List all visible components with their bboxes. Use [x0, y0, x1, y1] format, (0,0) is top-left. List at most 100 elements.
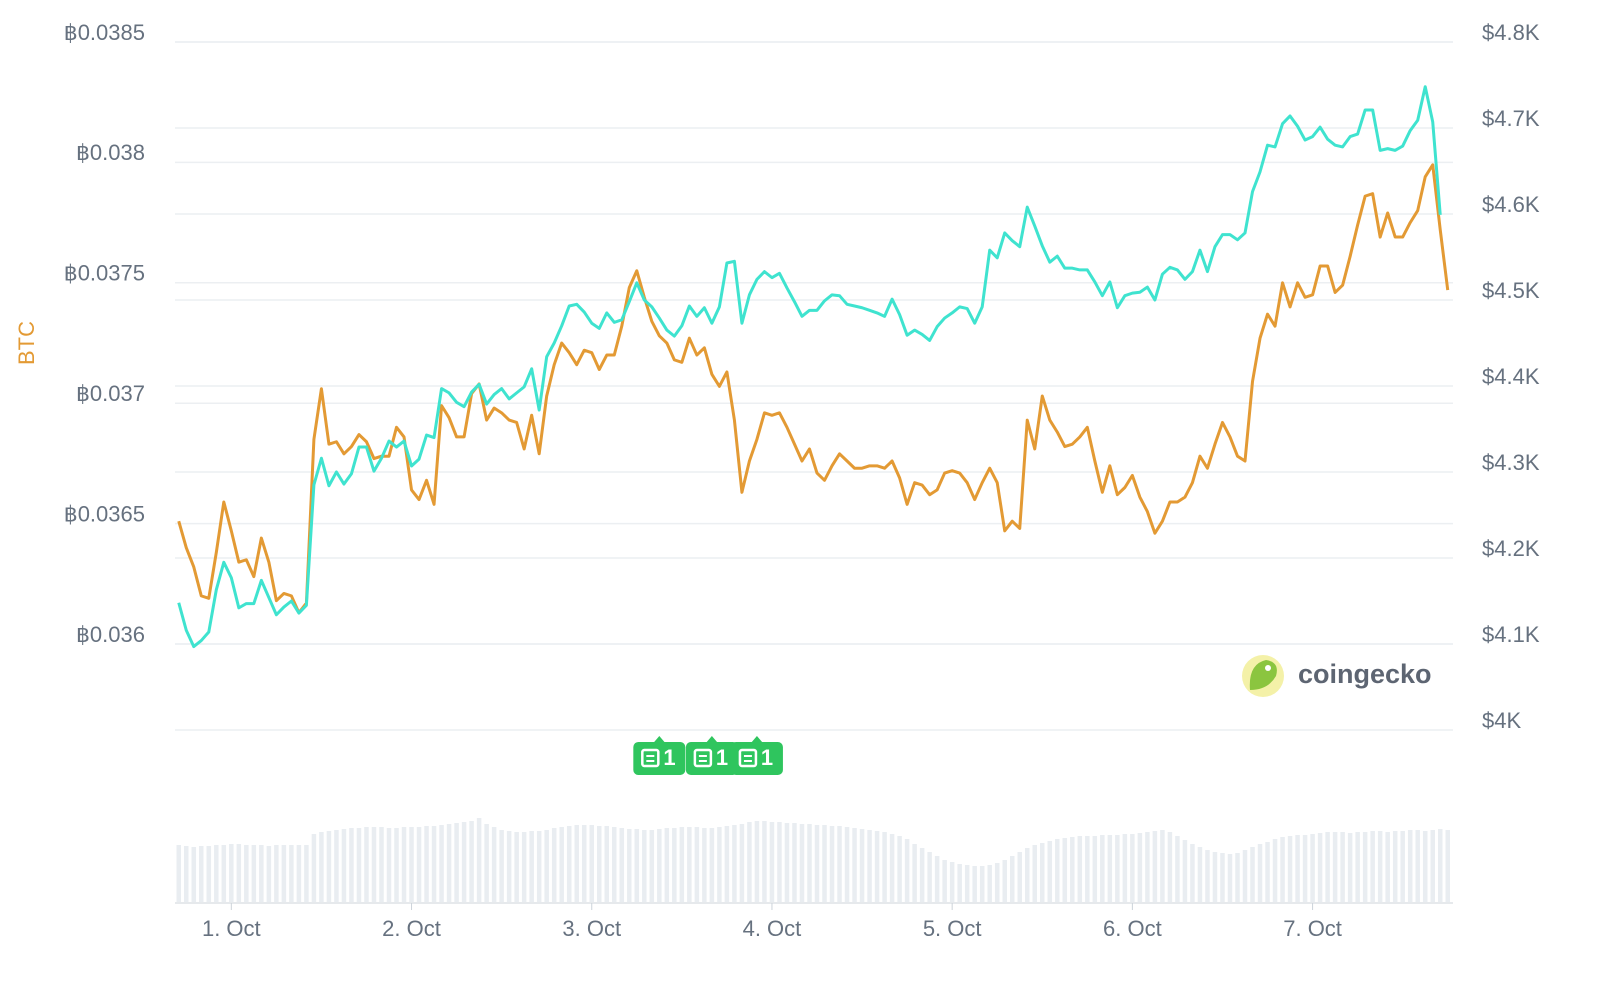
volume-bar [799, 824, 805, 902]
volume-bar [1009, 856, 1015, 902]
volume-bar [709, 828, 715, 902]
y2-tick-label: $4.2K [1482, 536, 1540, 561]
volume-bar [1205, 850, 1210, 902]
volume-bar [1250, 847, 1255, 902]
volume-bar [1422, 831, 1428, 902]
volume-bar [1272, 839, 1278, 902]
news-marker-pointer [705, 736, 718, 743]
volume-bar [1430, 830, 1435, 902]
volume-bar [664, 828, 670, 902]
news-marker[interactable]: 1 [685, 736, 738, 775]
volume-bar [304, 845, 309, 902]
news-count: 1 [663, 745, 675, 770]
news-count: 1 [761, 745, 773, 770]
volume-bar [1040, 843, 1045, 902]
volume-bar [1115, 835, 1120, 902]
volume-bar [371, 827, 377, 902]
volume-bar [1437, 829, 1443, 902]
logo-eye [1265, 665, 1271, 671]
x-tick-label: 3. Oct [562, 916, 621, 941]
volume-bar [1160, 830, 1165, 902]
volume-bar [506, 831, 512, 902]
y-tick-label: ฿0.0385 [64, 20, 145, 45]
volume-bar [341, 829, 347, 902]
volume-bar [349, 828, 354, 902]
volume-bar [491, 827, 497, 902]
volume-bar [559, 827, 564, 902]
volume-bar [934, 856, 940, 902]
volume-bar [1265, 842, 1270, 902]
volume-bar [612, 827, 617, 902]
volume-bar [912, 844, 917, 902]
volume-bar [642, 830, 647, 902]
volume-bar [401, 827, 407, 902]
volume-bar [266, 846, 272, 902]
volume-bar [1167, 832, 1173, 902]
y-tick-label: ฿0.0375 [64, 261, 145, 286]
volume-bar [409, 827, 414, 902]
volume-bar [206, 846, 212, 902]
volume-bar [551, 828, 557, 902]
volume-bar [1317, 833, 1323, 902]
volume-bar [214, 845, 219, 902]
volume-bar [251, 845, 257, 902]
volume-bar [972, 866, 977, 902]
volume-bar [529, 831, 534, 902]
volume-bar [1415, 830, 1420, 902]
volume-bar [1032, 845, 1038, 902]
volume-bar [672, 828, 677, 902]
volume-bar [1370, 831, 1375, 902]
volume-bar [1122, 834, 1128, 902]
volume-bar [1332, 832, 1338, 902]
volume-bar [822, 825, 827, 902]
volume-bar [1190, 844, 1195, 902]
y2-tick-label: $4K [1482, 708, 1521, 733]
volume-bar [1257, 844, 1263, 902]
volume-bar [619, 828, 625, 902]
volume-bar [919, 848, 925, 902]
news-marker[interactable]: 1 [730, 736, 783, 775]
volume-bar [754, 821, 760, 902]
volume-bar [604, 826, 610, 902]
volume-bar [1325, 832, 1330, 902]
volume-bar [1310, 834, 1315, 902]
volume-bar [431, 826, 437, 902]
volume-bar [221, 845, 227, 902]
volume-bar [1340, 832, 1345, 902]
volume-bar [521, 832, 527, 902]
volume-bar [514, 832, 519, 902]
volume-bar [927, 852, 932, 902]
volume-bar [979, 866, 985, 902]
volume-bar [1107, 835, 1113, 902]
volume-bar [649, 830, 655, 902]
volume-bar [199, 846, 204, 902]
volume-bar [566, 826, 572, 902]
volume-bar [1130, 834, 1135, 902]
volume-bar [747, 822, 752, 902]
volume-bar [1227, 854, 1233, 902]
volume-bar [732, 825, 737, 902]
volume-bar [1152, 831, 1158, 902]
volume-bar [889, 834, 895, 902]
x-tick-label: 2. Oct [382, 916, 441, 941]
volume-bar [867, 830, 872, 902]
volume-bar [994, 863, 1000, 902]
volume-bar [777, 822, 782, 902]
volume-bar [882, 832, 887, 902]
volume-bar [739, 824, 745, 902]
news-count: 1 [716, 745, 728, 770]
volume-bar [469, 821, 474, 902]
volume-bar [1092, 836, 1098, 902]
volume-bar [762, 821, 767, 902]
news-icon [641, 748, 660, 768]
volume-bar [724, 826, 730, 902]
volume-bar [627, 829, 632, 902]
volume-bar [784, 823, 790, 902]
news-marker[interactable]: 1 [633, 736, 686, 775]
volume-bar [1242, 850, 1248, 902]
volume-bar [454, 823, 459, 902]
volume-bar [1024, 848, 1030, 902]
volume-bar [1280, 837, 1285, 902]
volume-bar [814, 825, 820, 902]
